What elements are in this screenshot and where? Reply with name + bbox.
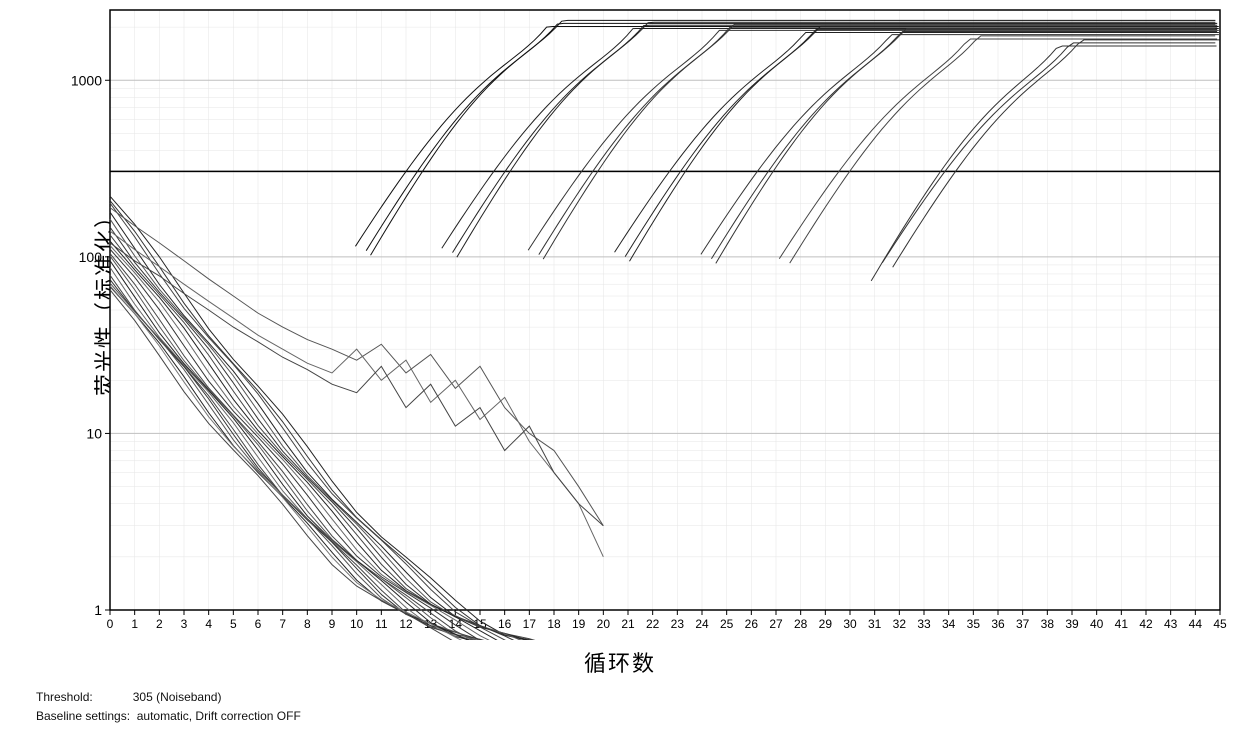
svg-text:24: 24 [695, 617, 709, 631]
svg-text:1: 1 [94, 602, 102, 618]
svg-text:1000: 1000 [71, 72, 102, 88]
svg-text:28: 28 [794, 617, 808, 631]
svg-text:9: 9 [329, 617, 336, 631]
svg-text:5: 5 [230, 617, 237, 631]
svg-text:3: 3 [181, 617, 188, 631]
svg-text:8: 8 [304, 617, 311, 631]
svg-text:39: 39 [1065, 617, 1079, 631]
svg-text:40: 40 [1090, 617, 1104, 631]
svg-text:26: 26 [745, 617, 759, 631]
x-axis-label: 循环数 [584, 646, 656, 678]
svg-text:34: 34 [942, 617, 956, 631]
svg-text:100: 100 [79, 249, 103, 265]
svg-text:19: 19 [572, 617, 586, 631]
svg-text:44: 44 [1189, 617, 1203, 631]
svg-text:10: 10 [86, 425, 102, 441]
svg-text:45: 45 [1213, 617, 1227, 631]
svg-text:32: 32 [893, 617, 907, 631]
svg-text:38: 38 [1041, 617, 1055, 631]
threshold-label: Threshold: [36, 690, 93, 704]
svg-text:35: 35 [967, 617, 981, 631]
svg-text:23: 23 [671, 617, 685, 631]
chart-area: 0123456789101112131415161718192021222324… [60, 0, 1230, 660]
threshold-value: 305 (Noiseband) [133, 690, 222, 704]
baseline-value: automatic, Drift correction OFF [137, 709, 301, 723]
svg-text:31: 31 [868, 617, 882, 631]
svg-text:43: 43 [1164, 617, 1178, 631]
svg-text:0: 0 [107, 617, 114, 631]
svg-text:6: 6 [255, 617, 262, 631]
svg-text:29: 29 [819, 617, 833, 631]
svg-text:20: 20 [597, 617, 611, 631]
svg-text:18: 18 [547, 617, 561, 631]
svg-text:1: 1 [131, 617, 138, 631]
svg-text:10: 10 [350, 617, 364, 631]
svg-text:17: 17 [523, 617, 537, 631]
qpcr-chart: 0123456789101112131415161718192021222324… [60, 0, 1230, 640]
svg-text:2: 2 [156, 617, 163, 631]
baseline-label: Baseline settings: [36, 709, 130, 723]
svg-text:7: 7 [279, 617, 286, 631]
svg-text:16: 16 [498, 617, 512, 631]
svg-text:25: 25 [720, 617, 734, 631]
svg-text:36: 36 [991, 617, 1005, 631]
svg-text:4: 4 [205, 617, 212, 631]
svg-text:21: 21 [621, 617, 635, 631]
svg-text:30: 30 [843, 617, 857, 631]
svg-text:37: 37 [1016, 617, 1030, 631]
svg-text:27: 27 [769, 617, 783, 631]
svg-text:11: 11 [375, 617, 388, 631]
svg-text:12: 12 [399, 617, 413, 631]
svg-text:33: 33 [917, 617, 931, 631]
svg-text:42: 42 [1139, 617, 1153, 631]
svg-text:41: 41 [1115, 617, 1129, 631]
footer-text: Threshold: 305 (Noiseband) Baseline sett… [36, 688, 301, 726]
svg-text:22: 22 [646, 617, 660, 631]
